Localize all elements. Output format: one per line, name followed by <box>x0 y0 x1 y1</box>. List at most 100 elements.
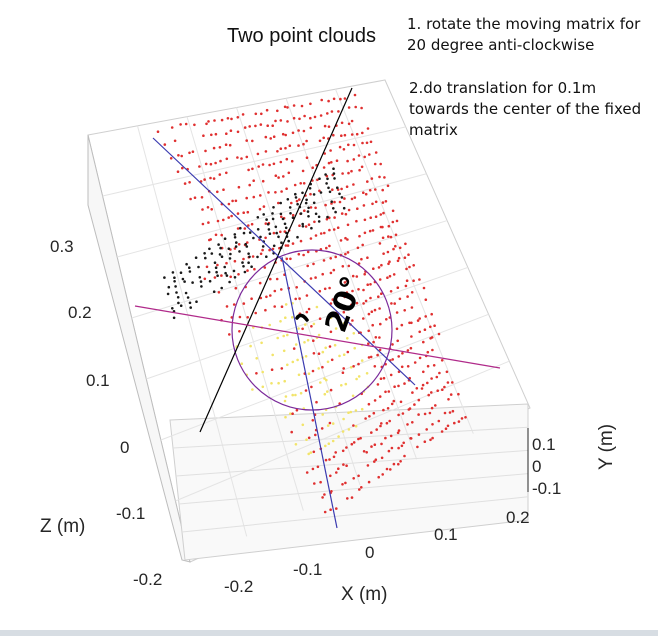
red-point <box>218 146 222 149</box>
red-point <box>316 465 320 469</box>
red-point <box>329 302 333 305</box>
black-point <box>340 196 344 199</box>
yellow-point <box>283 379 287 383</box>
red-point <box>367 329 371 333</box>
yellow-point <box>294 343 298 346</box>
red-point <box>367 480 371 484</box>
red-point <box>264 150 268 153</box>
red-point <box>422 286 426 290</box>
black-point <box>199 280 203 283</box>
black-point <box>247 261 250 265</box>
red-point <box>343 197 346 200</box>
red-point <box>188 151 191 155</box>
red-point <box>202 134 205 137</box>
black-point <box>317 215 321 219</box>
gridline <box>181 496 529 533</box>
yellow-point <box>297 373 301 377</box>
blue-line-vertical <box>281 256 338 529</box>
red-point <box>410 291 414 294</box>
red-point <box>225 261 228 265</box>
red-point <box>346 497 349 500</box>
gridline <box>172 426 529 449</box>
black-point <box>265 255 268 258</box>
red-point <box>366 127 370 130</box>
red-point <box>238 315 242 319</box>
red-point <box>411 391 414 394</box>
black-point <box>219 246 222 250</box>
red-point <box>204 162 208 166</box>
annotation-note-translate: 2.do translation for 0.1m towards the ce… <box>409 79 642 139</box>
red-point <box>332 268 336 272</box>
red-point <box>321 496 324 499</box>
black-point <box>259 235 262 239</box>
red-point <box>361 243 365 247</box>
red-point <box>295 408 299 412</box>
red-point <box>410 321 413 325</box>
yellow-point <box>255 357 258 360</box>
red-point <box>351 319 354 322</box>
red-point <box>328 244 331 248</box>
yellow-point <box>284 415 287 419</box>
red-point <box>243 126 247 129</box>
red-point <box>269 294 272 297</box>
z-tick-label: 0 <box>120 438 129 457</box>
black-point <box>188 266 191 270</box>
red-point <box>427 393 431 397</box>
red-point <box>193 196 197 199</box>
red-point <box>227 202 231 206</box>
red-point <box>245 196 248 200</box>
red-point <box>325 246 328 250</box>
red-point <box>291 131 295 135</box>
red-point <box>222 188 225 191</box>
red-point <box>315 400 318 404</box>
red-point <box>346 251 350 254</box>
red-point <box>387 390 391 393</box>
black-point <box>334 210 337 214</box>
black-point <box>188 270 192 273</box>
red-point <box>342 463 345 466</box>
red-point <box>415 387 419 390</box>
red-point <box>216 219 220 223</box>
red-point <box>351 289 354 293</box>
black-point <box>326 177 329 181</box>
red-point <box>424 315 428 318</box>
red-point <box>291 412 294 416</box>
yellow-point <box>301 423 305 427</box>
red-point <box>340 134 343 137</box>
red-point <box>374 200 378 204</box>
red-point <box>372 340 375 344</box>
red-point <box>284 146 287 150</box>
red-point <box>307 436 311 440</box>
red-point <box>403 309 407 312</box>
yellow-point <box>289 412 292 416</box>
red-point <box>234 199 238 203</box>
red-point <box>457 392 460 396</box>
red-point <box>396 431 400 435</box>
red-point <box>395 219 399 223</box>
red-point <box>382 252 385 255</box>
red-point <box>312 339 315 343</box>
red-point <box>352 158 356 161</box>
chart-title: Two point clouds <box>227 25 376 47</box>
red-point <box>356 207 359 210</box>
rotation-circle <box>231 249 393 411</box>
red-point <box>418 317 422 320</box>
red-point <box>381 473 385 476</box>
red-point <box>367 402 371 406</box>
red-point <box>362 450 366 453</box>
red-point <box>413 361 417 364</box>
black-point <box>275 231 279 235</box>
red-point <box>307 223 311 226</box>
red-point <box>337 110 340 113</box>
red-point <box>369 216 373 219</box>
red-point <box>264 222 268 225</box>
red-point <box>277 201 280 205</box>
red-point <box>357 474 360 478</box>
red-point <box>306 264 310 268</box>
black-point <box>223 237 227 240</box>
black-point <box>327 186 330 190</box>
red-point <box>365 141 369 145</box>
black-point <box>163 276 166 279</box>
black-point <box>233 276 237 279</box>
red-point <box>355 275 359 278</box>
